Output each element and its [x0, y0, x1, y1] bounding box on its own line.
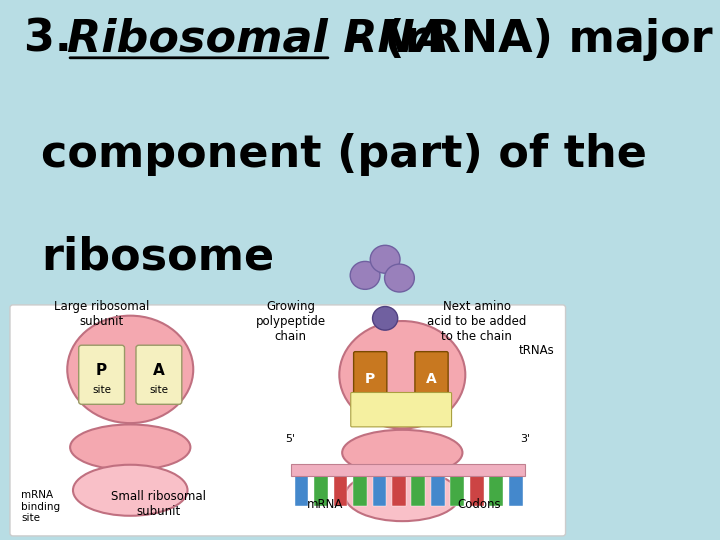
Text: A: A — [153, 363, 165, 378]
FancyBboxPatch shape — [415, 352, 448, 422]
Text: tRNAs: tRNAs — [518, 344, 554, 357]
Text: P: P — [365, 372, 375, 386]
Text: Codons: Codons — [458, 498, 501, 511]
Bar — [392, 473, 406, 507]
Text: 3.: 3. — [24, 17, 88, 60]
Ellipse shape — [70, 424, 190, 470]
Text: Growing
polypeptide
chain: Growing polypeptide chain — [256, 300, 325, 342]
Bar — [372, 473, 386, 507]
Text: – (rRNA) major: – (rRNA) major — [330, 17, 712, 60]
Text: component (part) of the: component (part) of the — [42, 133, 647, 176]
Bar — [353, 473, 366, 507]
Text: 5': 5' — [286, 434, 296, 444]
Text: A: A — [426, 372, 437, 386]
Bar — [451, 473, 464, 507]
FancyBboxPatch shape — [78, 345, 125, 404]
FancyBboxPatch shape — [136, 345, 182, 404]
Text: site: site — [149, 385, 168, 395]
Bar — [333, 473, 347, 507]
Bar — [509, 473, 523, 507]
FancyBboxPatch shape — [354, 352, 387, 422]
Text: Ribosomal RNA: Ribosomal RNA — [67, 17, 449, 60]
Ellipse shape — [339, 321, 465, 428]
Circle shape — [372, 307, 397, 330]
Bar — [470, 473, 484, 507]
Text: mRNA
binding
site: mRNA binding site — [22, 490, 60, 523]
Bar — [490, 473, 503, 507]
Bar — [314, 473, 328, 507]
Bar — [411, 473, 426, 507]
Text: Next amino
acid to be added
to the chain: Next amino acid to be added to the chain — [427, 300, 526, 342]
Ellipse shape — [73, 465, 187, 516]
Text: mRNA: mRNA — [307, 498, 343, 511]
FancyBboxPatch shape — [10, 305, 565, 536]
Ellipse shape — [342, 430, 462, 476]
Text: Large ribosomal
subunit: Large ribosomal subunit — [54, 300, 149, 328]
Text: ribosome: ribosome — [42, 235, 274, 278]
Text: P: P — [96, 363, 107, 378]
Ellipse shape — [345, 470, 459, 521]
Circle shape — [370, 245, 400, 273]
Ellipse shape — [67, 316, 193, 423]
Bar — [294, 473, 308, 507]
Text: 3': 3' — [521, 434, 531, 444]
Bar — [291, 464, 526, 476]
Text: Small ribosomal
subunit: Small ribosomal subunit — [112, 490, 207, 518]
Text: site: site — [92, 385, 111, 395]
Circle shape — [384, 264, 414, 292]
Bar — [431, 473, 445, 507]
Circle shape — [350, 261, 380, 289]
FancyBboxPatch shape — [351, 393, 451, 427]
